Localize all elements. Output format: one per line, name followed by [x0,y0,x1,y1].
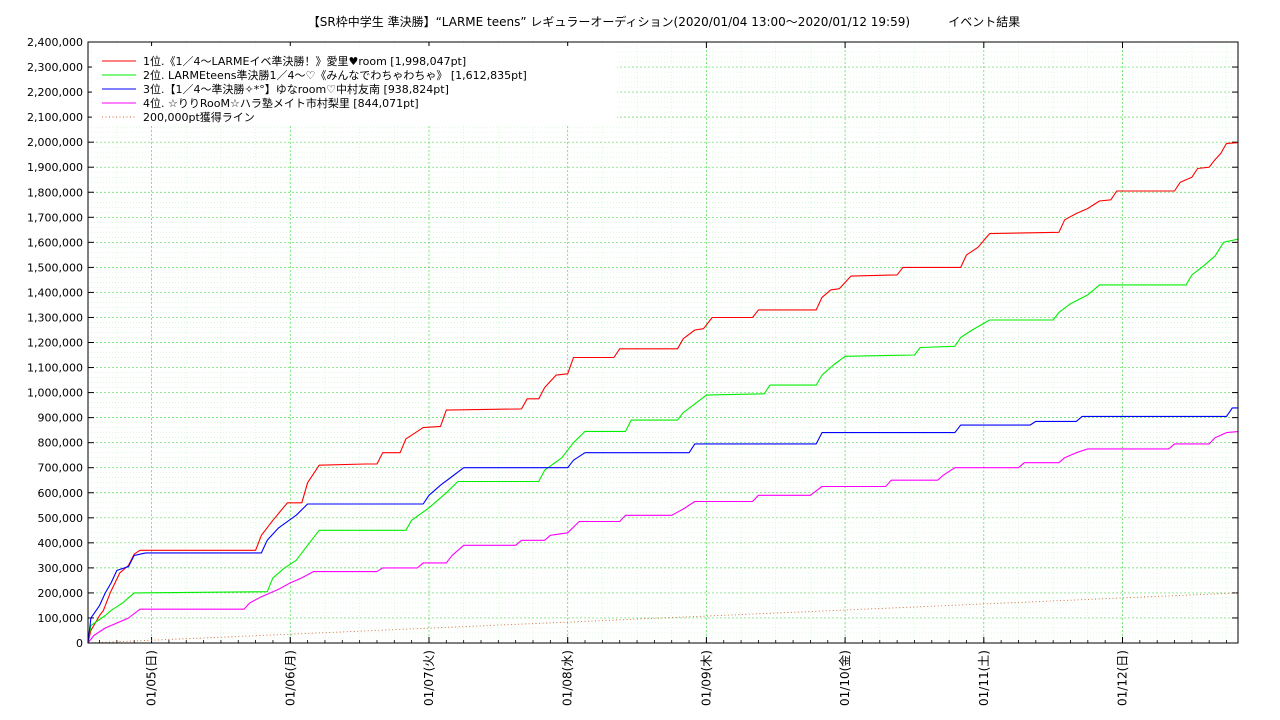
y-tick-label: 100,000 [38,612,84,625]
y-tick-label: 300,000 [38,562,84,575]
y-tick-label: 1,300,000 [27,311,83,324]
y-tick-label: 2,200,000 [27,86,83,99]
x-tick-label: 01/12(日) [1116,650,1130,706]
y-tick-label: 2,300,000 [27,61,83,74]
y-tick-label: 2,400,000 [27,36,83,49]
series-line-2 [87,238,1239,644]
grid [88,41,1238,644]
y-tick-label: 1,900,000 [27,161,83,174]
y-tick-label: 1,800,000 [27,186,83,199]
x-tick-label: 01/10(金) [837,650,852,706]
y-tick-label: 0 [76,637,83,650]
y-tick-label: 2,000,000 [27,136,83,149]
legend-label: 1位.《1／4～LARMEイベ準決勝！》愛里♥room [1,998,047pt… [143,54,466,68]
y-tick-label: 1,100,000 [27,362,83,375]
y-tick-label: 1,500,000 [27,261,83,274]
series-layer [87,142,1239,644]
series-line-3 [87,407,1238,644]
x-tick-label: 01/07(火) [422,650,436,706]
y-tick-label: 900,000 [38,412,84,425]
x-tick-label: 01/09(木) [699,650,713,706]
y-tick-label: 200,000 [38,587,84,600]
y-tick-label: 700,000 [38,462,84,475]
y-tick-label: 1,400,000 [27,286,83,299]
series-line-1 [87,142,1239,644]
y-tick-label: 500,000 [38,512,84,525]
legend-label: 4位. ☆りりRooM☆ハラ塾メイト市村梨里 [844,071pt] [143,96,419,110]
y-tick-label: 1,600,000 [27,236,83,249]
chart-title: 【SR枠中学生 準決勝】“LARME teens” レギュラーオーディション(2… [308,14,1020,29]
y-axis: 0 100,000 200,000 300,000 400,000 500,000 600,… [27,36,1238,650]
y-tick-label: 800,000 [38,437,84,450]
y-tick-label: 1,700,000 [27,211,83,224]
legend-box [92,46,617,126]
x-tick-label: 01/06(月) [283,650,297,706]
legend: 1位.《1／4～LARMEイベ準決勝！》愛里♥room [1,998,047pt… [92,46,617,126]
y-tick-label: 1,000,000 [27,387,83,400]
legend-label: 3位.【1／4～準決勝✧*°】ゆなroom♡中村友南 [938,824pt] [143,82,449,96]
x-axis: 01/05(日) 01/06(月) 01/07(火) 01/08(水) 01/09(木)… [99,42,1227,706]
y-tick-label: 2,100,000 [27,111,83,124]
x-tick-label: 01/08(水) [561,650,575,706]
y-tick-label: 400,000 [38,537,84,550]
series-line-5 [87,592,1239,644]
x-tick-label: 01/11(土) [977,650,991,706]
series-line-4 [87,431,1239,644]
y-tick-label: 600,000 [38,487,84,500]
legend-label: 2位. LARMEteens準決勝1／4～♡《みんなでわちゃわちゃ》 [1,61… [143,68,527,82]
plot-frame [87,41,1239,644]
y-tick-label: 1,200,000 [27,337,83,350]
x-tick-label: 01/05(日) [145,650,159,706]
legend-label: 200,000pt獲得ライン [143,111,255,124]
